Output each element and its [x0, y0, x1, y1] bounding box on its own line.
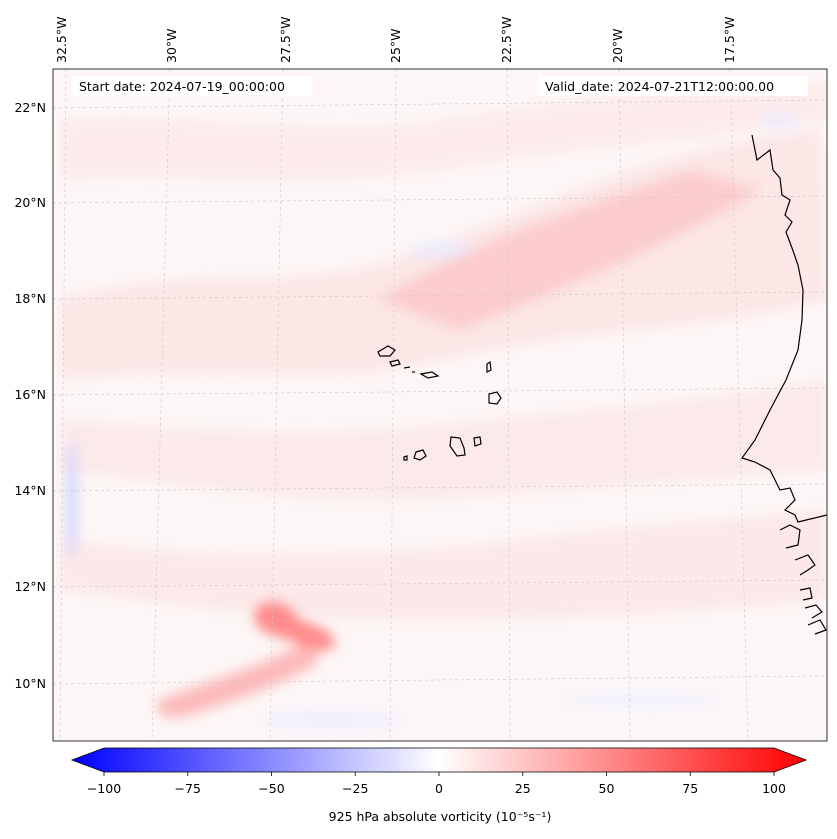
start-date-box — [72, 76, 312, 96]
lat-label-14n: 14°N — [14, 483, 46, 498]
lat-label-10n: 10°N — [14, 676, 46, 691]
longitude-labels: 32.5°W 30°W 27.5°W 25°W 22.5°W 20°W 17.5… — [54, 17, 737, 63]
lat-label-12n: 12°N — [14, 579, 46, 594]
lon-label-30w: 30°W — [164, 28, 179, 63]
colorbar-tick-label: 75 — [682, 781, 698, 796]
africa-coastline — [741, 134, 827, 523]
vorticity-contours — [60, 80, 827, 730]
lat-label-22n: 22°N — [14, 100, 46, 115]
colorbar-tick-label: −75 — [175, 781, 201, 796]
valid-date-label: Valid_date: 2024-07-21T12:00:00.00 — [545, 79, 774, 94]
latitude-labels: 22°N 20°N 18°N 16°N 14°N 12°N 10°N — [14, 100, 46, 691]
colorbar-tick-label: 25 — [515, 781, 531, 796]
start-date-label: Start date: 2024-07-19_00:00:00 — [79, 79, 285, 94]
lon-label-20w: 20°W — [610, 28, 625, 63]
island-boa-vista — [488, 391, 502, 405]
colorbar-tick-label: 50 — [599, 781, 615, 796]
coastlines — [377, 134, 827, 635]
lon-label-22-5w: 22.5°W — [499, 17, 514, 63]
colorbar-label: 925 hPa absolute vorticity (10⁻⁵s⁻¹) — [329, 809, 552, 824]
lon-label-32-5w: 32.5°W — [54, 17, 69, 63]
lat-label-20n: 20°N — [14, 195, 46, 210]
lon-label-17-5w: 17.5°W — [722, 17, 737, 63]
colorbar-tick-label: −50 — [258, 781, 284, 796]
colorbar-ticks: −100 −75 −50 −25 0 25 50 75 100 — [87, 772, 786, 796]
lat-label-18n: 18°N — [14, 291, 46, 306]
lon-label-27-5w: 27.5°W — [278, 17, 293, 63]
graticule — [53, 69, 827, 741]
island-santiago — [449, 436, 466, 457]
valid-date-box — [538, 76, 808, 96]
colorbar-tick-label: 100 — [762, 781, 786, 796]
island-santo-antao — [377, 345, 396, 357]
map-panel — [53, 69, 827, 741]
map-frame — [52, 68, 828, 742]
colorbar-body — [70, 747, 808, 773]
colorbar-tick-label: −100 — [87, 781, 121, 796]
lon-label-25w: 25°W — [388, 28, 403, 63]
colorbar: −100 −75 −50 −25 0 25 50 75 100 925 hPa absolute… — [70, 747, 808, 824]
colorbar-tick-label: −25 — [342, 781, 368, 796]
lat-label-16n: 16°N — [14, 387, 46, 402]
colorbar-tick-label: 0 — [435, 781, 443, 796]
